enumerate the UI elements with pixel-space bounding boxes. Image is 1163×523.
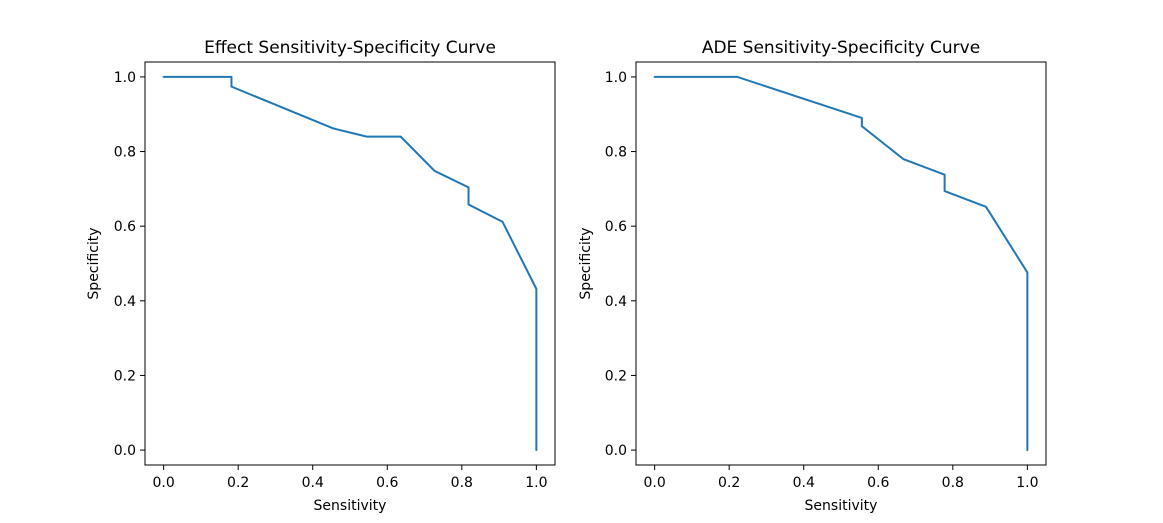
y-tick-label: 0.8	[605, 145, 627, 161]
series-line	[162, 75, 538, 452]
x-tick-label: 0.4	[302, 475, 324, 491]
y-tick-label: 0.6	[605, 219, 627, 235]
x-tick-label: 0.6	[376, 475, 398, 491]
chart-title: Effect Sensitivity-Specificity Curve	[204, 38, 496, 58]
plot-area	[144, 61, 556, 466]
x-tick-label: 1.0	[525, 475, 547, 491]
x-tick-label: 0.8	[942, 475, 964, 491]
y-tick-label: 0.4	[605, 294, 627, 310]
y-axis-label: Specificity	[578, 227, 594, 299]
x-tick-label: 0.4	[793, 475, 815, 491]
y-tick-label: 0.2	[114, 368, 136, 384]
plot-area	[635, 61, 1047, 466]
y-tick-label: 0.4	[114, 294, 136, 310]
series-line	[653, 75, 1029, 452]
y-tick-label: 0.6	[114, 219, 136, 235]
x-axis-label: Sensitivity	[314, 498, 387, 514]
y-tick-label: 1.0	[605, 70, 627, 86]
ticks: 0.0 0.2 0.4 0.6 0.8 1.0 0.0 0.2 0.4 0.6 0.8 1.0	[114, 70, 548, 491]
ade-chart: ADE Sensitivity-Specificity Curve 0.0 0.2…	[578, 38, 1047, 514]
x-tick-label: 0.2	[718, 475, 740, 491]
y-tick-label: 0.2	[605, 368, 627, 384]
y-tick-label: 0.0	[605, 443, 627, 459]
y-tick-label: 1.0	[114, 70, 136, 86]
x-axis-label: Sensitivity	[805, 498, 878, 514]
y-tick-label: 0.0	[114, 443, 136, 459]
x-tick-label: 0.0	[153, 475, 175, 491]
ticks: 0.0 0.2 0.4 0.6 0.8 1.0 0.0 0.2 0.4 0.6 0.8 1.0	[605, 70, 1039, 491]
chart-title: ADE Sensitivity-Specificity Curve	[702, 38, 980, 58]
x-tick-label: 0.0	[644, 475, 666, 491]
x-tick-label: 0.8	[451, 475, 473, 491]
x-tick-label: 0.2	[227, 475, 249, 491]
x-tick-label: 1.0	[1016, 475, 1038, 491]
y-axis-label: Specificity	[86, 227, 102, 299]
x-tick-label: 0.6	[867, 475, 889, 491]
effect-chart: Effect Sensitivity-Specificity Curve 0.0…	[86, 38, 556, 514]
y-tick-label: 0.8	[114, 145, 136, 161]
